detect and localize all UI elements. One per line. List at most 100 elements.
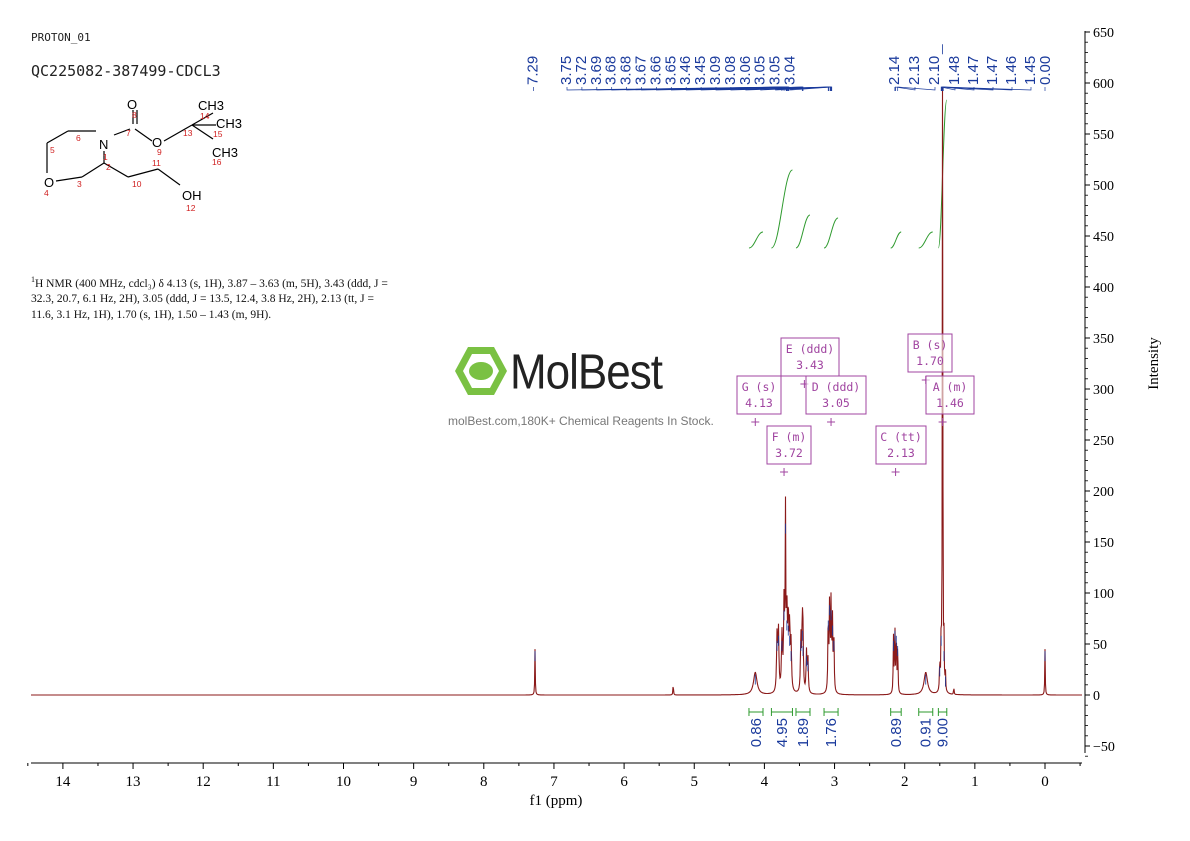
multiplet-c: C (tt) 2.13 [875,425,927,476]
multiplet-shift: 2.13 [887,446,915,460]
multiplet-a: A (m) 1.46 [925,375,975,426]
svg-text:1: 1 [103,152,108,162]
multiplet-shift: 4.13 [745,396,773,410]
y-tick-label: 500 [1093,179,1114,194]
x-tick-label: 1 [971,774,979,790]
multiplet-label: F (m) [772,430,807,444]
multiplet-shift: 3.05 [822,396,850,410]
y-tick-label: 550 [1093,128,1114,143]
spectrum-trace [31,44,1082,696]
multiplet-label: C (tt) [880,430,922,444]
peak-label: 3.68 [618,56,635,85]
svg-text:5: 5 [50,145,55,155]
y-tick-label: −50 [1093,740,1115,755]
peak-label: 3.05 [767,56,784,85]
nitrogen-label: N [99,137,108,152]
y-tick-label: 0 [1093,689,1100,704]
integral-value: 9.00 [935,718,952,747]
multiplet-label: A (m) [933,380,968,394]
multiplet-box [805,375,867,415]
svg-text:12: 12 [186,203,196,213]
multiplet-box [875,425,927,465]
peak-labels: 7.29 3.753.723.693.683.683.673.663.653.46… [525,56,1054,91]
y-tick-label: 200 [1093,485,1114,500]
x-tick-label: 4 [761,774,769,790]
molecule-structure: O CH3 CH3 CH3 N O O OH 1 2 3 4 5 6 7 8 9… [40,95,260,240]
y-tick-label: 600 [1093,77,1114,92]
multiplet-box [925,375,975,415]
integral-value: 0.91 [918,718,935,747]
integral-value: 4.95 [774,718,791,747]
peak-label: 1.46 [1003,56,1020,85]
integral-value: 0.86 [748,718,765,747]
sample-id: QC225082-387499-CDCL3 [31,62,221,80]
ester-oxygen-label: O [152,135,162,150]
nmr-description: 1H NMR (400 MHz, cdcl₃) δ 4.13 (s, 1H), … [31,275,388,321]
axes: 14 13 12 11 10 9 8 7 6 5 4 3 2 1 0f1 (ppm)−50050100150… [27,26,1162,809]
svg-text:11: 11 [152,158,161,168]
integral-value: 1.76 [823,718,840,747]
spectrum-line [31,87,1082,696]
peak-label: 3.46 [677,56,694,85]
multiplet-box [736,375,782,415]
methyl-label-14: CH3 [198,98,224,113]
multiplet-label: E (ddd) [786,342,834,356]
integral-value: 1.89 [795,718,812,747]
multiplet-label: G (s) [742,380,777,394]
y-tick-label: 300 [1093,383,1114,398]
peak-label: 2.13 [906,56,923,85]
integral-curves [748,99,948,249]
peak-label: 3.08 [722,56,739,85]
integral-bars: 0.86 4.95 1.89 1.76 0.89 0.91 9.00 [748,708,952,747]
experiment-name: PROTON_01 [31,31,91,44]
svg-text:7: 7 [126,128,131,138]
x-axis-label: f1 (ppm) [529,793,582,809]
peak-label: 3.05 [752,56,769,85]
x-tick-label: 13 [126,774,141,790]
ring-oxygen-label: O [44,175,54,190]
integral-curve [770,169,793,249]
peak-label: 1.48 [946,56,963,85]
peak-label: 3.45 [692,56,709,85]
y-tick-label: 250 [1093,434,1114,449]
x-tick-label: 3 [831,774,839,790]
x-tick-label: 11 [266,774,280,790]
methyl-label-16: CH3 [212,145,238,160]
y-axis-label: Intensity [1146,337,1162,390]
svg-text:16: 16 [212,157,222,167]
svg-text:2: 2 [106,162,111,172]
multiplet-boxes: E (ddd) 3.43 B (s) 1.70 G (s) 4.13 D (ddd) 3.05… [736,333,975,476]
peak-label: 3.09 [707,56,724,85]
peak-label: 3.75 [558,56,575,85]
svg-text:3: 3 [77,179,82,189]
peak-label: 3.66 [647,56,664,85]
y-tick-label: 400 [1093,281,1114,296]
x-tick-label: 14 [55,774,71,790]
svg-text:15: 15 [213,129,223,139]
peak-label: 0.00 [1037,56,1054,85]
multiplet-g: G (s) 4.13 [736,375,782,426]
x-tick-label: 8 [480,774,488,790]
integral-curve [748,231,764,249]
svg-text:14: 14 [200,111,210,121]
hydroxyl-label: OH [182,188,202,203]
peak-label: 2.14 [886,56,903,85]
svg-text:4: 4 [44,188,49,198]
y-tick-label: 150 [1093,536,1114,551]
x-tick-label: 7 [550,774,558,790]
peak-leader [790,86,833,91]
x-tick-label: 12 [196,774,211,790]
y-tick-label: 650 [1093,26,1114,41]
x-tick-label: 10 [336,774,351,790]
multiplet-shift: 1.46 [936,396,964,410]
peak-label: 3.69 [588,56,605,85]
peak-label: 7.29 [525,56,542,85]
multiplet-label: B (s) [913,338,948,352]
integral-curve [918,231,933,249]
peak-label: 1.47 [984,56,1001,85]
multiplet-label: D (ddd) [812,380,860,394]
molbest-logo-icon [455,347,507,395]
peak-label: 3.68 [603,56,620,85]
multiplet-shift: 3.43 [796,358,824,372]
